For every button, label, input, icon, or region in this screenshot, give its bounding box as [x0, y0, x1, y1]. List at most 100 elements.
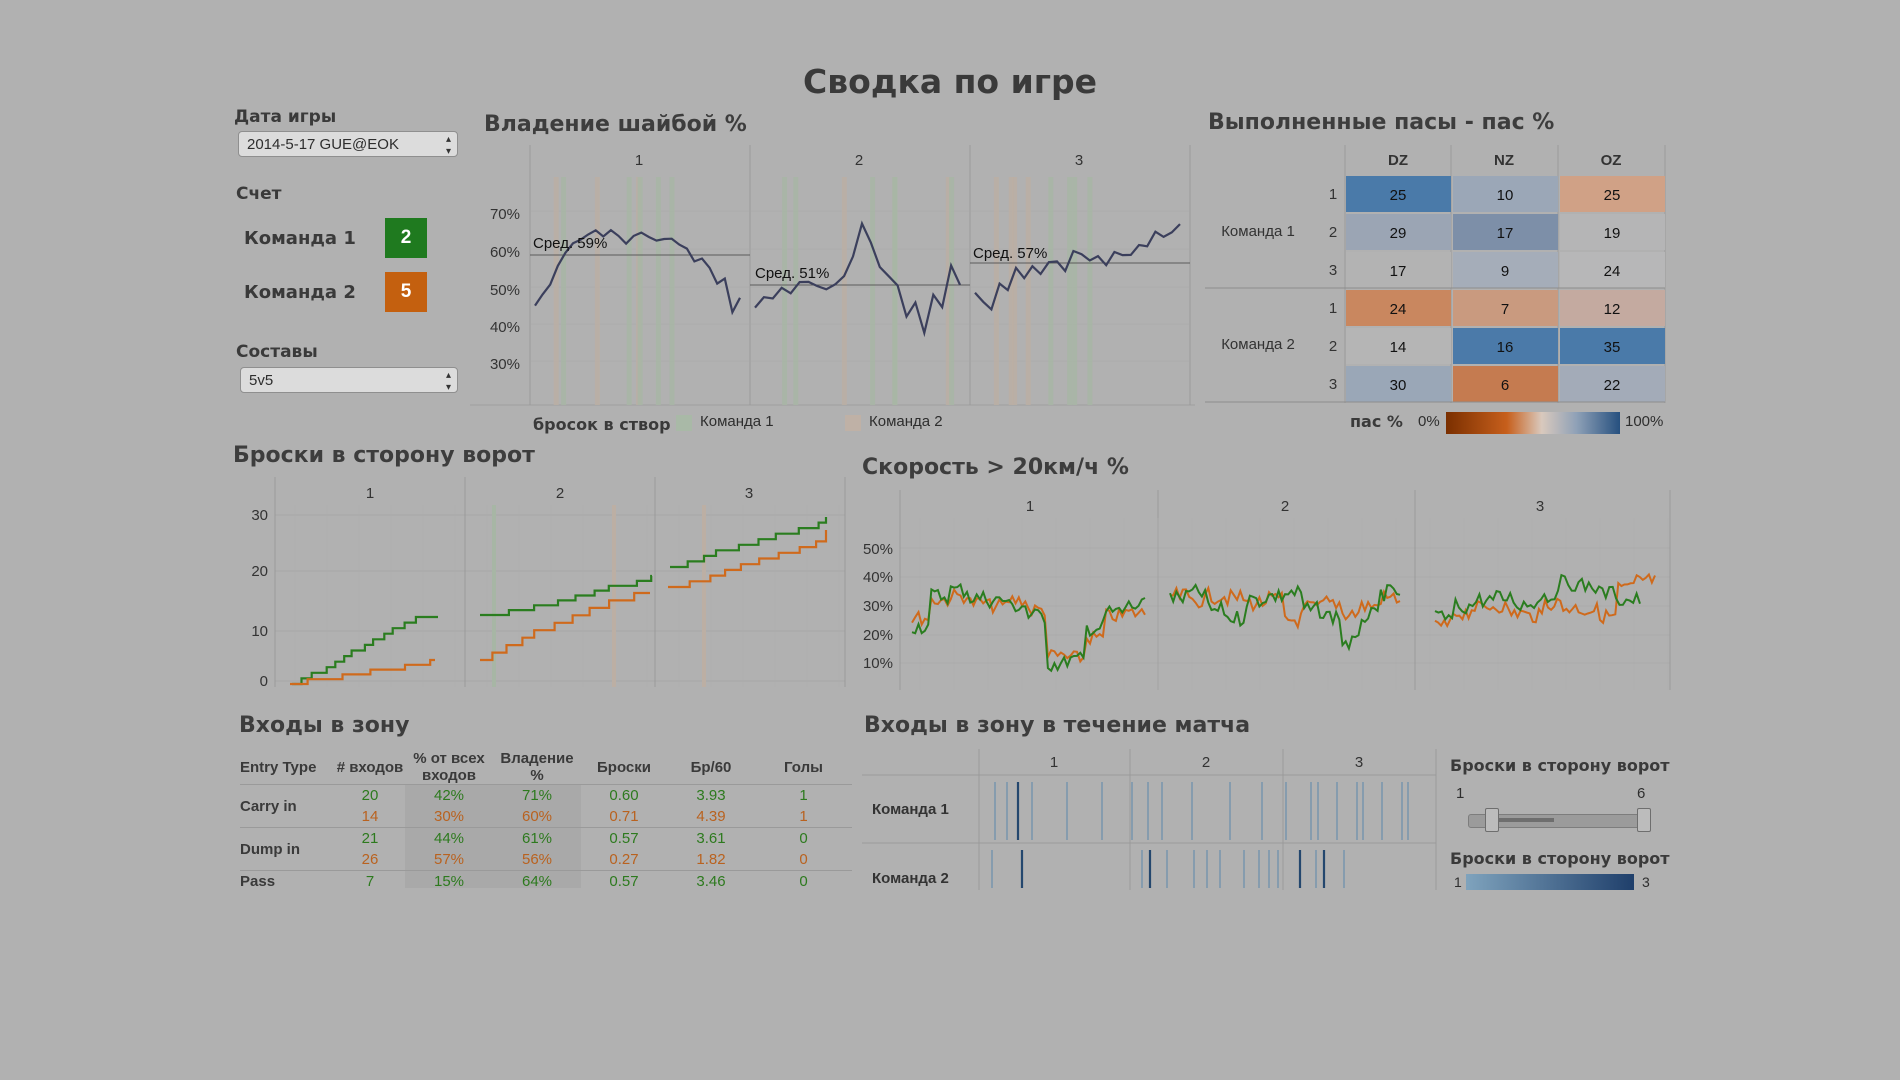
score-team-1-name: Команда 1 [244, 228, 356, 249]
zone-entries-cell: 15% [405, 870, 493, 888]
zone-entries-cell: 21 [335, 827, 405, 849]
possession-legend-team-1: Команда 1 [700, 413, 774, 430]
zone-entries-cell: 0.27 [609, 851, 639, 868]
shots-period-label: 2 [556, 485, 564, 502]
passes-column-header: NZ [1494, 152, 1514, 169]
zone-entries-cell: 1 [799, 808, 808, 825]
zone-entries-row: 14 30% 60% 0.71 4.39 1 [240, 806, 852, 828]
timeline-team-label: Команда 2 [872, 870, 949, 887]
timeline-period-label: 3 [1355, 754, 1363, 771]
shots-y-tick: 20 [251, 563, 268, 580]
shots-color-legend-title: Броски в сторону ворот [1450, 849, 1670, 868]
zone-entries-cell: 0.57 [581, 870, 667, 888]
passes-cell [1346, 290, 1451, 326]
possession-legend-team-2: Команда 2 [869, 413, 943, 430]
passes-cell-value: 7 [1501, 301, 1509, 318]
timeline-period-label: 1 [1050, 754, 1058, 771]
possession-y-tick: 40% [490, 319, 520, 336]
possession-period-label: 2 [855, 152, 863, 169]
zone-entries-header: Бр/60 [690, 758, 732, 776]
entries-timeline-chart: 1 2 3 Команда 1 Команда 2 [862, 749, 1437, 890]
dropdown-arrows-icon: ▴ ▾ [445, 134, 451, 157]
zone-entries-cell: 64% [493, 870, 581, 888]
zone-entries-cell: 26 [361, 851, 379, 868]
svg-text:2: 2 [1329, 338, 1337, 355]
zone-entries-header: Броски [597, 758, 651, 776]
passes-legend-min: 0% [1418, 413, 1440, 430]
passes-cell [1560, 252, 1665, 288]
passes-cell [1453, 366, 1558, 402]
shots-color-legend-min: 1 [1454, 874, 1462, 890]
passes-cell [1453, 252, 1558, 288]
lineup-value: 5v5 [249, 372, 274, 389]
zone-entries-cell: 4.39 [696, 808, 726, 825]
shots-filter-handle-max[interactable] [1637, 808, 1651, 832]
possession-average-label: Сред. 59% [533, 235, 607, 252]
passes-cell [1560, 366, 1665, 402]
passes-cell-value: 14 [1390, 339, 1407, 356]
zone-entries-cell: 0 [755, 870, 852, 888]
passes-column-header: OZ [1601, 152, 1622, 169]
passes-cell-value: 22 [1604, 377, 1621, 394]
passes-heatmap: DZ NZ OZ 1 25 10 25 2 29 17 19 3 17 9 24 1 24 7 12 2 14 16… [1205, 145, 1666, 403]
passes-cell [1560, 176, 1665, 212]
speed-period-label: 3 [1536, 498, 1544, 515]
score-team-2-name: Команда 2 [244, 282, 356, 303]
passes-cell-value: 17 [1497, 225, 1514, 242]
entries-timeline-title: Входы в зону в течение матча [864, 713, 1251, 738]
passes-cell [1346, 214, 1451, 250]
passes-cell [1560, 290, 1665, 326]
zone-entries-type: Pass [240, 870, 335, 888]
passes-cell-value: 25 [1390, 187, 1407, 204]
speed-y-tick: 40% [863, 569, 893, 586]
lineup-dropdown[interactable]: 5v5 ▴ ▾ [240, 367, 458, 393]
passes-cell-value: 29 [1390, 225, 1407, 242]
passes-cell-value: 25 [1604, 187, 1621, 204]
zone-entries-table-wrap: Entry Type # входов % от всех входов Вла… [240, 750, 852, 888]
zone-entries-cell: 56% [493, 849, 581, 871]
shots-filter-title: Броски в сторону ворот [1450, 756, 1670, 775]
legend-swatch-team-1 [676, 415, 692, 431]
shots-y-tick: 0 [260, 673, 268, 690]
passes-cell-value: 10 [1497, 187, 1514, 204]
zone-entries-cell: 1 [755, 784, 852, 806]
score-team-2-badge: 5 [385, 272, 427, 312]
zone-entries-cell: 0.71 [609, 808, 639, 825]
zone-entries-title: Входы в зону [239, 713, 410, 738]
passes-cell [1346, 366, 1451, 402]
zone-entries-cell: 60% [493, 806, 581, 828]
date-dropdown[interactable]: 2014-5-17 GUE@EOK ▴ ▾ [238, 131, 458, 157]
speed-y-tick: 20% [863, 627, 893, 644]
speed-chart: 1 2 3 50% 40% 30% 20% 10% [863, 490, 1671, 690]
shots-filter-handle-min[interactable] [1485, 808, 1499, 832]
passes-cell [1346, 328, 1451, 364]
zone-entries-type: Carry in [240, 784, 335, 828]
passes-cell-value: 9 [1501, 263, 1509, 280]
zone-entries-cell: 57% [405, 849, 493, 871]
passes-cell-value: 6 [1501, 377, 1509, 394]
timeline-period-label: 2 [1202, 754, 1210, 771]
passes-cell-value: 24 [1604, 263, 1621, 280]
shots-filter-max: 6 [1637, 785, 1646, 802]
zone-entries-cell: 0 [755, 827, 852, 849]
passes-cell-value: 24 [1390, 301, 1407, 318]
date-label: Дата игры [234, 107, 337, 127]
zone-entries-type: Dump in [240, 827, 335, 871]
passes-cell [1453, 214, 1558, 250]
possession-title: Владение шайбой % [484, 112, 747, 137]
zone-entries-cell: 20 [335, 784, 405, 806]
date-value: 2014-5-17 GUE@EOK [247, 136, 399, 153]
passes-cell [1560, 328, 1665, 364]
passes-cell [1453, 290, 1558, 326]
zone-entries-header: Голы [784, 758, 823, 776]
possession-chart: 1 2 3 70% 60% 50% 40% 30% Сред. 59% Сред… [470, 145, 1195, 406]
timeline-team-label: Команда 1 [872, 801, 949, 818]
zone-entries-cell: 42% [405, 784, 493, 806]
svg-text:2: 2 [1329, 224, 1337, 241]
passes-team-label: Команда 2 [1221, 336, 1295, 353]
zone-entries-cell: 0.60 [581, 784, 667, 806]
possession-period-label: 3 [1075, 152, 1083, 169]
zone-entries-row: Dump in 21 44% 61% 0.57 3.61 0 [240, 827, 852, 871]
possession-y-tick: 30% [490, 356, 520, 373]
zone-entries-cell: 3.61 [667, 827, 755, 849]
